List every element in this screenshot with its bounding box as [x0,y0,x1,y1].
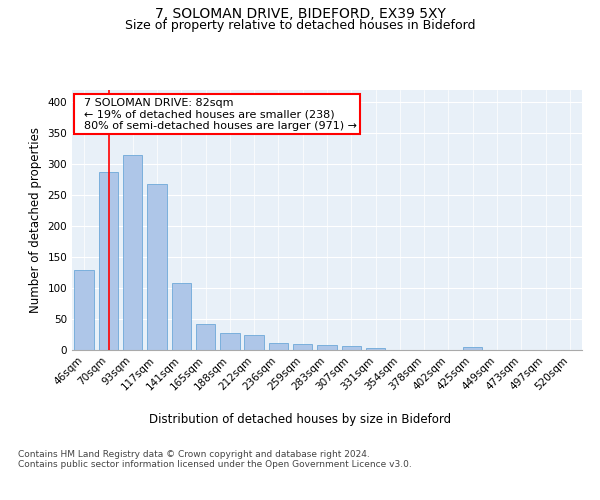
Bar [172,283,191,350]
Bar [196,324,215,350]
Bar [317,345,337,350]
Text: Size of property relative to detached houses in Bideford: Size of property relative to detached ho… [125,18,475,32]
Bar [269,342,288,350]
Bar [293,344,313,350]
Bar [366,348,385,350]
Bar [220,334,239,350]
Bar [74,270,94,350]
Y-axis label: Number of detached properties: Number of detached properties [29,127,42,313]
Text: 7, SOLOMAN DRIVE, BIDEFORD, EX39 5XY: 7, SOLOMAN DRIVE, BIDEFORD, EX39 5XY [155,8,445,22]
Bar [147,184,167,350]
Bar [99,172,118,350]
Bar [341,346,361,350]
Text: Distribution of detached houses by size in Bideford: Distribution of detached houses by size … [149,412,451,426]
Text: 7 SOLOMAN DRIVE: 82sqm
  ← 19% of detached houses are smaller (238)
  80% of sem: 7 SOLOMAN DRIVE: 82sqm ← 19% of detached… [77,98,357,131]
Bar [244,334,264,350]
Bar [463,347,482,350]
Bar [123,155,142,350]
Text: Contains HM Land Registry data © Crown copyright and database right 2024.
Contai: Contains HM Land Registry data © Crown c… [18,450,412,469]
